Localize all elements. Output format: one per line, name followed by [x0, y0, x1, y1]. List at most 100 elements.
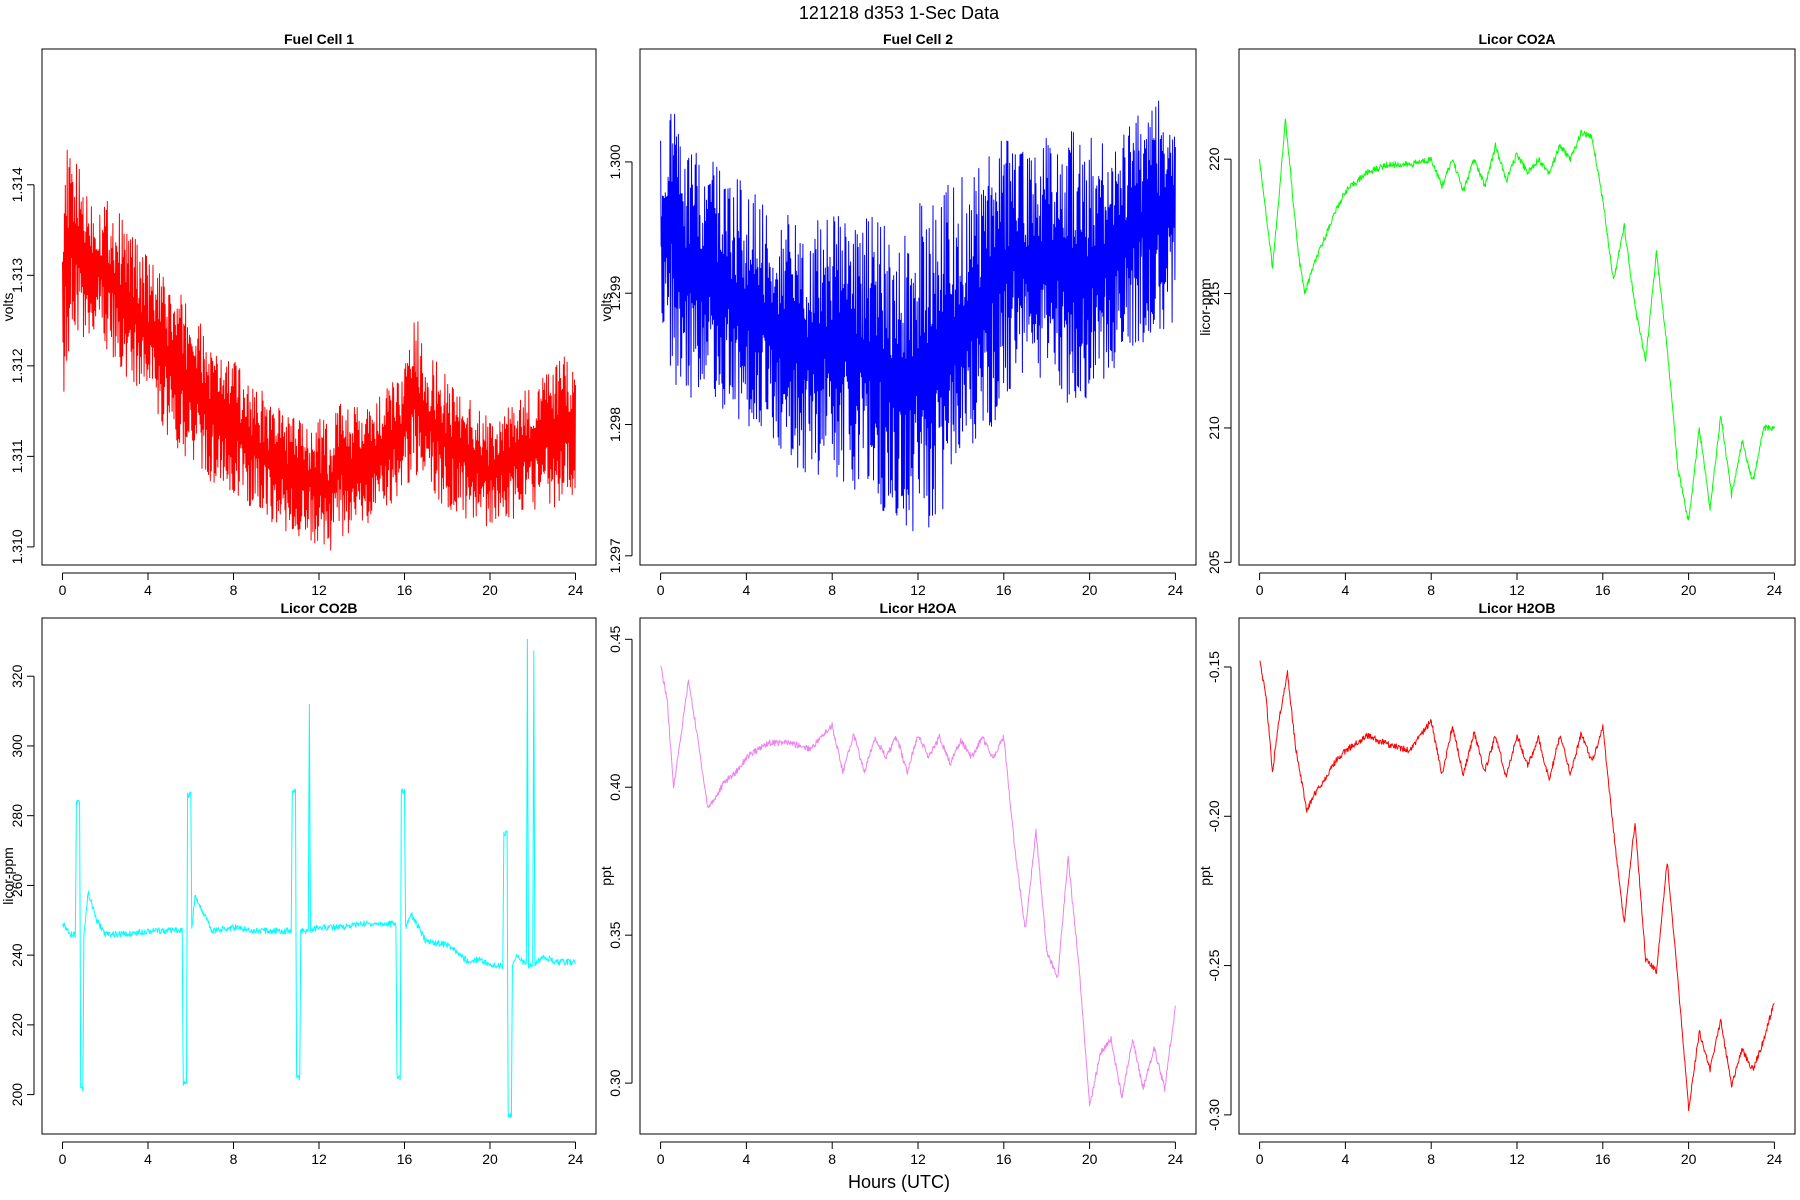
x-tick-label: 4: [1341, 1151, 1349, 1167]
y-axis: 0.30 0.35 0.40 0.45: [607, 625, 633, 1097]
x-tick-label: 4: [144, 1151, 152, 1167]
y-tick-label: 300: [9, 734, 25, 758]
y-axis-label: licor-ppm: [0, 847, 16, 905]
x-tick-label: 24: [1168, 582, 1184, 598]
x-tick-label: 12: [910, 582, 926, 598]
y-axis: -0.30 -0.25 -0.20 -0.15: [1206, 651, 1232, 1131]
x-tick-label: 8: [1427, 582, 1435, 598]
panel-2: Fuel Cell 2 0 4 8 12 16 20 24 1.297 1.298 1.299 1.3…: [598, 31, 1197, 598]
x-tick-label: 16: [1595, 582, 1611, 598]
x-tick-label: 20: [482, 1151, 498, 1167]
plot-frame: [41, 617, 597, 1135]
x-tick-label: 0: [657, 1151, 665, 1167]
x-tick-label: 24: [568, 582, 584, 598]
y-tick-label: 240: [9, 943, 25, 967]
x-tick-label: 8: [230, 1151, 238, 1167]
series-line: [1259, 660, 1775, 1112]
x-tick-label: 0: [657, 582, 665, 598]
y-tick-label: 0.45: [607, 625, 623, 652]
y-axis: 200 220 240 260 280 300 320: [9, 664, 35, 1106]
y-tick-label: -0.30: [1206, 1099, 1222, 1131]
x-tick-label: 0: [59, 582, 67, 598]
panel-title: Licor CO2A: [1478, 31, 1555, 47]
x-tick-label: 8: [828, 582, 836, 598]
y-tick-label: 0.40: [607, 773, 623, 800]
y-axis: 205 210 215 220: [1206, 147, 1232, 574]
x-tick-label: 16: [397, 582, 413, 598]
x-tick-label: 12: [311, 582, 327, 598]
y-tick-label: 1.314: [9, 167, 25, 202]
panel-6: Licor H2OB 0 4 8 12 16 20 24 -0.30 -0.25 -0.20 -0.1…: [1197, 600, 1796, 1167]
y-tick-label: -0.20: [1206, 800, 1222, 832]
x-tick-label: 0: [1256, 1151, 1264, 1167]
x-tick-label: 20: [1082, 1151, 1098, 1167]
series-line: [660, 665, 1176, 1107]
x-tick-label: 12: [1509, 582, 1525, 598]
y-tick-label: 1.313: [9, 258, 25, 293]
plot-frame: [639, 48, 1197, 566]
y-tick-label: 280: [9, 804, 25, 828]
y-axis-label: volts: [598, 293, 614, 322]
x-axis-label: Hours (UTC): [848, 1172, 950, 1192]
x-tick-label: 0: [1256, 582, 1264, 598]
panel-4: Licor CO2B 0 4 8 12 16 20 24 200 220 240 260 280 300 3…: [0, 600, 597, 1167]
panel-title: Fuel Cell 1: [284, 31, 354, 47]
series-line: [1259, 118, 1775, 521]
y-axis-label: ppt: [598, 866, 614, 886]
panel-title: Licor H2OA: [879, 600, 956, 616]
series-line: [62, 149, 576, 551]
x-axis: 0 4 8 12 16 20 24: [59, 572, 584, 598]
y-tick-label: 1.310: [9, 529, 25, 564]
panel-title: Fuel Cell 2: [883, 31, 953, 47]
y-tick-label: 0.30: [607, 1069, 623, 1096]
y-tick-label: 1.300: [607, 144, 623, 179]
plot-frame: [1238, 617, 1796, 1135]
x-tick-label: 24: [568, 1151, 584, 1167]
x-tick-label: 8: [828, 1151, 836, 1167]
y-axis-label: licor-ppm: [1197, 278, 1213, 336]
x-axis: 0 4 8 12 16 20 24: [1256, 572, 1782, 598]
plot-frame: [639, 617, 1197, 1135]
y-tick-label: 220: [1206, 147, 1222, 171]
y-axis: 1.297 1.298 1.299 1.300: [607, 144, 633, 573]
y-tick-label: -0.25: [1206, 949, 1222, 981]
figure-title: 121218 d353 1-Sec Data: [799, 3, 1000, 23]
x-tick-label: 16: [996, 582, 1012, 598]
x-tick-label: 8: [1427, 1151, 1435, 1167]
x-tick-label: 16: [1595, 1151, 1611, 1167]
series-line: [660, 100, 1176, 532]
y-axis-label: volts: [0, 293, 16, 322]
y-tick-label: 1.298: [607, 407, 623, 442]
x-tick-label: 12: [910, 1151, 926, 1167]
x-tick-label: 20: [1681, 1151, 1697, 1167]
x-axis: 0 4 8 12 16 20 24: [1256, 1141, 1783, 1167]
y-tick-label: 320: [9, 664, 25, 688]
y-tick-label: 0.35: [607, 921, 623, 948]
panel-title: Licor H2OB: [1478, 600, 1555, 616]
plot-frame: [1238, 48, 1796, 566]
x-tick-label: 20: [482, 582, 498, 598]
panel-5: Licor H2OA 0 4 8 12 16 20 24 0.30 0.35 0.40 0.45 ppt: [598, 600, 1197, 1167]
y-tick-label: 1.311: [9, 439, 25, 473]
x-tick-label: 4: [144, 582, 152, 598]
y-tick-label: -0.15: [1206, 651, 1222, 683]
x-tick-label: 4: [1341, 582, 1349, 598]
x-axis: 0 4 8 12 16 20 24: [657, 1141, 1183, 1167]
x-tick-label: 24: [1767, 1151, 1783, 1167]
y-tick-label: 1.312: [9, 348, 25, 383]
x-tick-label: 4: [742, 1151, 750, 1167]
x-tick-label: 20: [1082, 582, 1098, 598]
y-tick-label: 220: [9, 1013, 25, 1037]
x-tick-label: 12: [311, 1151, 327, 1167]
x-tick-label: 16: [996, 1151, 1012, 1167]
x-tick-label: 4: [742, 582, 750, 598]
y-tick-label: 260: [9, 874, 25, 898]
x-tick-label: 12: [1509, 1151, 1525, 1167]
plot-frame: [41, 48, 597, 566]
series-line: [62, 638, 576, 1119]
x-tick-label: 0: [59, 1151, 67, 1167]
x-axis: 0 4 8 12 16 20 24: [59, 1141, 584, 1167]
x-tick-label: 16: [397, 1151, 413, 1167]
y-tick-label: 205: [1206, 550, 1222, 574]
